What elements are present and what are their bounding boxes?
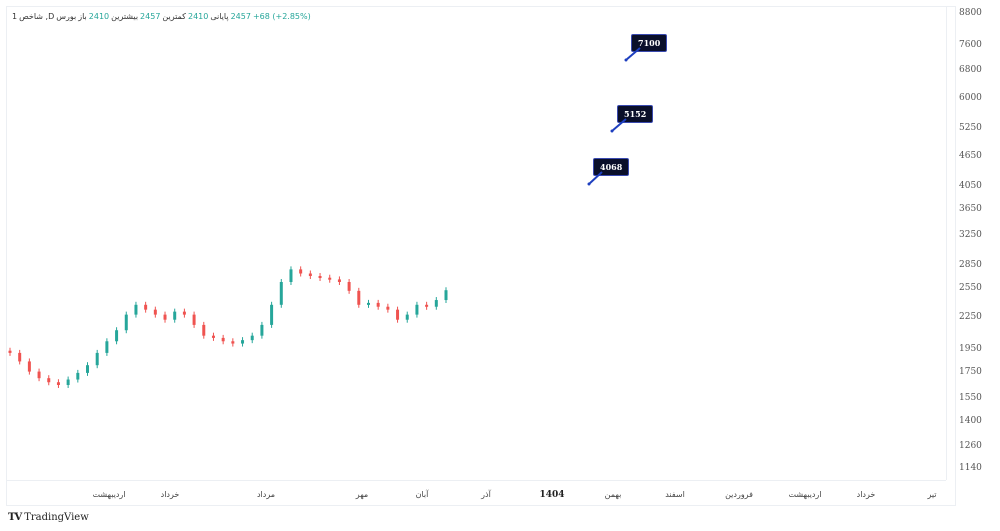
legend-open-value: 2410 bbox=[88, 12, 110, 21]
tradingview-logo[interactable]: TV TradingView bbox=[8, 512, 89, 523]
price-tick: 1550 bbox=[959, 393, 982, 403]
time-tick: فروردین bbox=[725, 490, 753, 499]
price-tick: 1950 bbox=[959, 344, 982, 354]
target-label-4068[interactable]: 4068 bbox=[593, 158, 630, 176]
time-tick-year: 1404 bbox=[539, 490, 565, 500]
target-label-7100[interactable]: 7100 bbox=[631, 34, 668, 52]
price-tick: 6800 bbox=[959, 65, 982, 75]
legend-change: +68 (+2.85%) bbox=[252, 12, 311, 21]
legend-open-label: باز bbox=[78, 12, 87, 21]
price-tick: 2250 bbox=[959, 312, 982, 322]
time-tick: مهر bbox=[355, 490, 369, 499]
time-tick: تیر bbox=[927, 490, 937, 499]
price-tick: 4650 bbox=[959, 151, 982, 161]
price-tick: 3650 bbox=[959, 204, 982, 214]
chart-plot-area[interactable] bbox=[6, 6, 946, 480]
legend-low-value: 2410 bbox=[187, 12, 209, 21]
time-tick: خرداد bbox=[160, 490, 180, 499]
legend-close-label: پایانی bbox=[210, 12, 229, 21]
price-tick: 1400 bbox=[959, 416, 982, 426]
legend-high-value: 2457 bbox=[140, 12, 161, 21]
tradingview-name: TradingView bbox=[24, 512, 89, 523]
price-tick: 4050 bbox=[959, 181, 982, 191]
legend-exchange: بورس bbox=[56, 12, 77, 21]
time-tick: اسفند bbox=[665, 490, 685, 499]
price-tick: 6000 bbox=[959, 93, 982, 103]
chart-frame bbox=[6, 6, 956, 506]
time-tick: آبان bbox=[415, 490, 429, 499]
legend-close-value: 2457 bbox=[230, 12, 251, 21]
ohlc-legend: 1 شاخص ,D بورس باز 2410 بیشترین 2457 کمت… bbox=[12, 12, 311, 21]
legend-high-label: بیشترین bbox=[111, 12, 139, 21]
price-tick: 8800 bbox=[959, 8, 982, 18]
legend-symbol[interactable]: شاخص ,D bbox=[19, 12, 55, 21]
legend-interval: 1 bbox=[12, 12, 18, 21]
time-tick: اردیبهشت bbox=[92, 490, 126, 499]
time-tick: خرداد bbox=[856, 490, 876, 499]
time-tick: بهمن bbox=[604, 490, 622, 499]
price-axis[interactable]: 8800 7600 6800 6000 5250 4650 4050 3650 … bbox=[946, 6, 995, 480]
price-tick: 3250 bbox=[959, 230, 982, 240]
time-tick: مرداد bbox=[256, 490, 276, 499]
price-tick: 5250 bbox=[959, 123, 982, 133]
tradingview-mark-icon: TV bbox=[8, 512, 22, 523]
price-tick: 1140 bbox=[959, 463, 982, 473]
target-label-5152[interactable]: 5152 bbox=[617, 105, 654, 123]
price-tick: 1750 bbox=[959, 367, 982, 377]
candlestick-series bbox=[8, 266, 448, 388]
time-axis[interactable]: اردیبهشت خرداد مرداد مهر آبان آذر 1404 ب… bbox=[6, 480, 946, 507]
time-tick: آذر bbox=[481, 490, 491, 499]
price-tick: 2850 bbox=[959, 260, 982, 270]
price-tick: 7600 bbox=[959, 40, 982, 50]
price-tick: 2550 bbox=[959, 283, 982, 293]
time-tick: اردیبهشت bbox=[788, 490, 822, 499]
price-tick: 1260 bbox=[959, 441, 982, 451]
legend-low-label: کمترین bbox=[162, 12, 186, 21]
